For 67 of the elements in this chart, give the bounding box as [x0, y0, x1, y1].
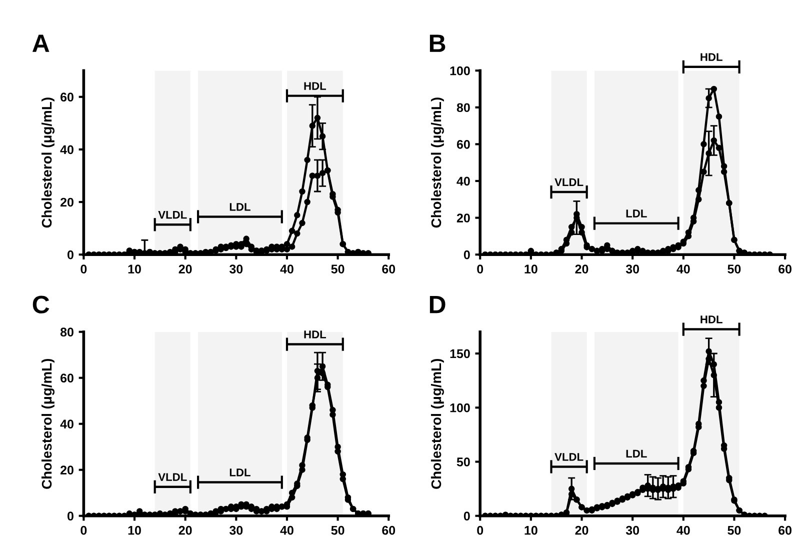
band-label: LDL — [230, 203, 250, 211]
chart-title: D — [430, 296, 446, 314]
x-tick-label: 10 — [524, 264, 538, 274]
x-tick-label: 20 — [575, 264, 588, 274]
band-label: LDL — [230, 468, 250, 476]
chart-title: C — [32, 296, 50, 314]
x-tick-label: 30 — [626, 526, 640, 535]
x-tick-label: 50 — [331, 526, 344, 535]
y-tick-label: 80 — [60, 328, 74, 337]
x-tick-label: 20 — [178, 526, 192, 535]
y-tick-label: 0 — [68, 250, 74, 260]
x-tick-label: 40 — [280, 264, 294, 274]
x-tick-label: 0 — [477, 264, 484, 274]
x-tick-label: 20 — [178, 264, 192, 274]
x-tick-label: 30 — [229, 264, 243, 274]
band-label: VLDL — [158, 473, 187, 481]
x-tick-label: 30 — [626, 264, 640, 274]
y-tick-label: 100 — [450, 66, 470, 76]
x-tick-label: 0 — [80, 264, 87, 274]
x-tick-label: 10 — [128, 526, 141, 535]
y-tick-label: 0 — [464, 250, 470, 260]
band-label: HDL — [700, 53, 722, 61]
y-tick-label: 0 — [68, 512, 74, 520]
band-label: HDL — [304, 82, 326, 90]
y-tick-label: 150 — [450, 349, 470, 358]
x-tick-label: 0 — [477, 526, 484, 535]
y-axis-title: Cholesterol (μg/mL) — [430, 358, 444, 489]
x-tick-label: 30 — [229, 526, 243, 535]
x-tick-label: 40 — [280, 526, 294, 535]
y-axis-title: Cholesterol (μg/mL) — [41, 358, 55, 489]
y-tick-label: 60 — [456, 140, 470, 149]
y-tick-label: 60 — [60, 374, 74, 383]
chart-title: A — [32, 34, 50, 52]
x-tick-label: 50 — [331, 264, 344, 274]
y-axis-title: Cholesterol (μg/mL) — [430, 98, 444, 228]
band-label: VLDL — [158, 210, 187, 219]
x-tick-label: 40 — [676, 526, 690, 535]
y-tick-label: 20 — [60, 466, 74, 475]
x-tick-label: 40 — [676, 264, 690, 274]
x-tick-label: 0 — [80, 526, 87, 535]
y-tick-label: 50 — [456, 458, 470, 466]
y-tick-label: 40 — [60, 420, 74, 429]
y-tick-label: 20 — [456, 214, 470, 222]
x-tick-label: 60 — [382, 526, 396, 535]
y-tick-label: 40 — [456, 176, 470, 186]
x-tick-label: 50 — [728, 526, 741, 535]
y-tick-label: 100 — [450, 403, 470, 412]
y-tick-label: 60 — [60, 92, 74, 102]
band-label: VLDL — [554, 178, 584, 186]
y-tick-label: 0 — [464, 512, 470, 520]
x-tick-label: 20 — [575, 526, 588, 535]
band-label: HDL — [304, 330, 326, 338]
x-tick-label: 60 — [382, 264, 396, 274]
x-tick-label: 10 — [524, 526, 538, 535]
band-label: LDL — [626, 450, 647, 458]
band-label: HDL — [700, 316, 722, 324]
x-tick-label: 60 — [778, 264, 792, 274]
x-tick-label: 60 — [778, 526, 792, 535]
chart-title: B — [430, 34, 446, 52]
band-label: VLDL — [554, 453, 584, 461]
x-tick-label: 50 — [728, 264, 741, 274]
x-tick-label: 10 — [128, 264, 141, 274]
y-tick-label: 80 — [456, 103, 470, 112]
y-axis-title: Cholesterol (μg/mL) — [41, 98, 55, 228]
y-tick-label: 40 — [60, 145, 74, 154]
y-tick-label: 20 — [60, 198, 74, 207]
band-label: LDL — [626, 210, 647, 218]
